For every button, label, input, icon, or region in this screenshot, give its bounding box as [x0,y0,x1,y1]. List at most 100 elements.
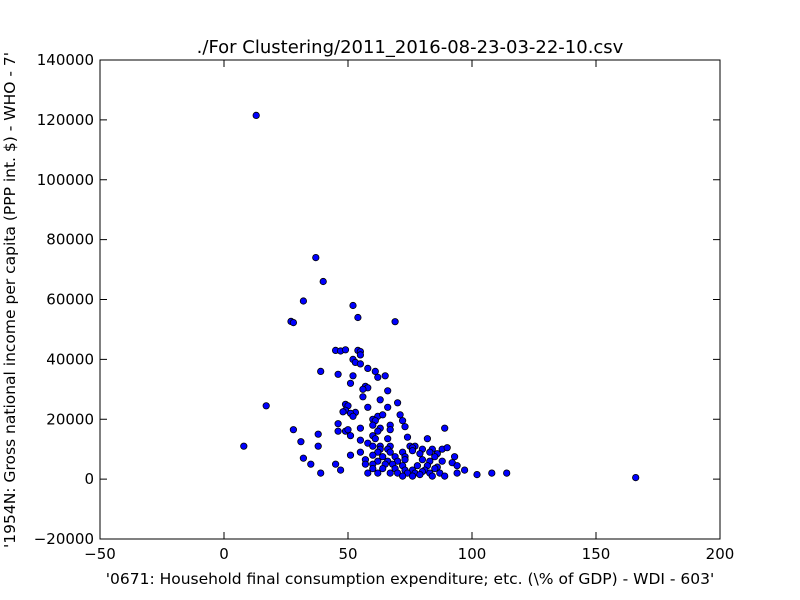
data-point [401,423,409,431]
x-tick-label: 0 [219,545,229,563]
data-point [450,453,459,461]
data-point [341,346,350,354]
x-tick-label: 200 [706,545,735,563]
data-point [252,111,260,120]
data-point [416,470,424,479]
points-layer [240,111,640,482]
data-point [408,472,417,480]
data-point [408,447,417,455]
data-point [346,432,355,440]
data-point [371,367,379,375]
data-point [488,469,496,477]
data-point [339,408,347,416]
y-tick-label: 140000 [37,51,94,69]
data-point [334,427,342,435]
x-axis-ticks: −50 0 50 100 150 200 [84,60,734,563]
y-tick-label: 80000 [46,231,94,249]
data-point [312,254,320,262]
data-point [376,396,384,404]
data-point [428,472,436,480]
data-point [262,402,270,410]
data-point [369,442,377,450]
data-point [356,436,364,444]
data-point [431,453,439,461]
plot-area [99,59,721,540]
data-point [379,411,387,419]
data-point [314,430,322,438]
data-point [371,435,379,443]
data-point [386,448,394,456]
data-point [374,373,382,381]
y-tick-label: 20000 [46,410,94,428]
data-point [473,470,481,479]
y-tick-label: 60000 [46,291,94,309]
data-point [346,379,355,387]
data-point [349,412,357,420]
data-point [299,454,307,462]
data-point [413,462,421,470]
data-point [403,433,412,441]
data-point [369,421,377,429]
data-point [299,297,307,305]
data-point [334,420,342,428]
data-point [364,403,372,411]
y-tick-label: 100000 [37,171,94,189]
data-point [334,370,342,378]
data-point [346,451,355,459]
data-point [441,472,449,480]
data-point [317,469,325,477]
data-point [356,448,364,456]
data-point [356,360,364,368]
data-point [297,438,305,446]
data-point [632,473,640,482]
data-point [453,462,461,470]
data-point [379,453,387,461]
data-point [364,364,372,372]
data-point [359,393,367,401]
data-point [314,442,322,450]
data-point [398,417,407,425]
data-point [364,469,372,477]
data-point [344,426,352,434]
x-axis-label: '0671: Household final consumption expen… [106,570,715,588]
data-point [359,385,367,393]
data-point [423,435,431,443]
data-point [418,456,426,464]
data-point [354,313,362,322]
data-point [393,399,402,407]
data-point [307,460,315,468]
data-point [431,464,439,473]
data-point [356,424,364,432]
data-point [401,456,409,464]
data-point [386,426,394,434]
data-point [381,372,389,380]
data-point [374,427,382,435]
data-point [391,318,399,326]
data-point [460,466,469,474]
data-point [426,448,434,456]
data-point [331,460,340,468]
y-tick-label: 120000 [37,111,94,129]
data-point [336,466,345,474]
data-point [240,442,248,450]
data-point [453,469,461,477]
data-point [289,318,297,327]
data-point [361,460,369,468]
data-point [289,426,297,434]
data-point [384,435,392,443]
y-tick-label: 0 [84,470,94,488]
data-point [356,351,364,359]
y-axis-label: '1954N: Gross national income per capita… [1,52,19,548]
data-point [386,469,394,477]
data-point [441,424,449,432]
data-point [317,367,325,375]
data-point [503,469,511,477]
y-tick-label: −20000 [34,530,94,548]
data-point [349,301,357,310]
x-tick-label: 50 [338,545,357,563]
data-point [319,277,327,286]
data-point [398,472,407,480]
chart-title: ./For Clustering/2011_2016-08-23-03-22-1… [197,37,624,58]
data-point [384,403,392,411]
